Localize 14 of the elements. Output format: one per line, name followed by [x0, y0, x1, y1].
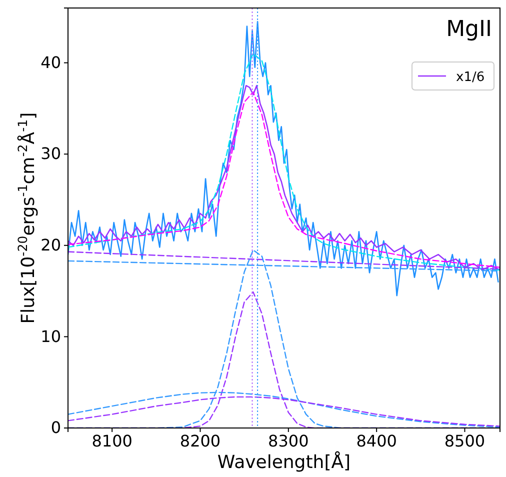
- x-tick-label: 8400: [356, 431, 397, 450]
- y-tick-label: 30: [40, 144, 61, 164]
- y-tick-label: 10: [40, 326, 61, 346]
- y-tick-label: 20: [40, 236, 61, 255]
- legend-label: x1/6: [456, 70, 485, 85]
- x-tick-label: 8500: [444, 431, 486, 450]
- x-tick-label: 8300: [268, 431, 309, 450]
- chart-title: MgII: [446, 17, 492, 42]
- x-tick-label: 8200: [180, 431, 221, 450]
- line-series: [68, 21, 499, 296]
- x-tick-label: 8100: [92, 431, 132, 450]
- x-axis-title: Wavelength[Å]: [217, 451, 351, 473]
- y-tick-label: 40: [40, 52, 61, 72]
- y-tick-label: 0: [50, 418, 61, 438]
